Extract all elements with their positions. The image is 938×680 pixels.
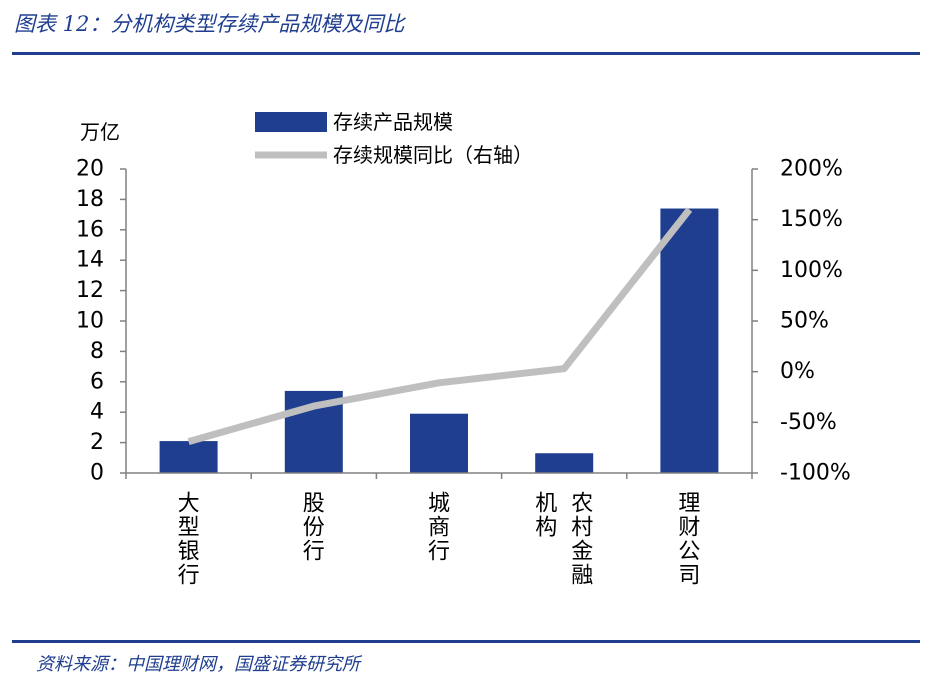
left-tick-label: 12 (76, 278, 104, 303)
right-tick-label: 0% (780, 359, 815, 384)
bar-3 (410, 413, 468, 473)
category-label-char: 司 (678, 564, 700, 589)
left-tick-label: 4 (90, 400, 104, 425)
footer-rule (12, 640, 920, 643)
right-tick-label: 150% (780, 207, 843, 232)
figure-title: 图表 12：分机构类型存续产品规模及同比 (14, 12, 405, 36)
category-label-char: 农 (571, 492, 593, 517)
left-tick-label: 20 (76, 157, 104, 182)
legend-label-bars: 存续产品规模 (333, 110, 453, 134)
left-tick-label: 0 (90, 461, 104, 486)
category-label-char: 大 (178, 492, 200, 517)
category-label-char: 融 (571, 564, 593, 589)
category-label-char: 型 (178, 516, 200, 541)
left-tick-label: 16 (76, 217, 104, 242)
right-tick-label: 200% (780, 157, 843, 182)
bar-5 (660, 208, 719, 473)
bar-4 (535, 453, 594, 473)
right-tick-label: 50% (780, 309, 829, 334)
category-label-char: 行 (178, 564, 200, 589)
title-rule (12, 52, 920, 55)
category-label-char: 份 (303, 516, 325, 541)
category-label-char: 金 (571, 540, 593, 565)
legend-label-line: 存续规模同比（右轴） (333, 143, 533, 167)
category-label-char: 商 (428, 516, 450, 541)
category-label-char: 行 (428, 540, 450, 565)
left-tick-label: 10 (76, 309, 104, 334)
left-tick-label: 18 (76, 187, 104, 212)
category-label-char: 村 (571, 516, 593, 541)
figure-source: 资料来源：中国理财网，国盛证券研究所 (36, 654, 360, 675)
bar-1 (159, 441, 218, 473)
left-tick-label: 2 (90, 430, 104, 455)
left-tick-label: 14 (76, 248, 104, 273)
left-tick-label: 8 (90, 339, 104, 364)
category-label-char: 机 (535, 492, 557, 517)
right-tick-label: -50% (780, 410, 837, 435)
category-label-char: 公 (678, 540, 700, 565)
left-tick-label: 6 (90, 369, 104, 394)
category-label-char: 理 (678, 492, 700, 517)
right-tick-label: -100% (780, 461, 851, 486)
category-label-char: 股 (303, 492, 325, 517)
legend-swatch-bars (255, 112, 327, 132)
right-tick-label: 100% (780, 258, 843, 283)
category-label-char: 银 (178, 540, 200, 565)
left-axis-unit: 万亿 (80, 120, 120, 144)
category-label-char: 财 (678, 516, 700, 541)
category-label-char: 构 (535, 516, 557, 541)
chart-area: 0 2 4 6 8 10 12 14 16 18 20 万亿 -100% -50% 0% 50% 100% 150… (76, 110, 851, 589)
category-label-char: 行 (303, 540, 325, 565)
yoy-line (187, 207, 693, 445)
category-label-char: 城 (428, 492, 450, 517)
